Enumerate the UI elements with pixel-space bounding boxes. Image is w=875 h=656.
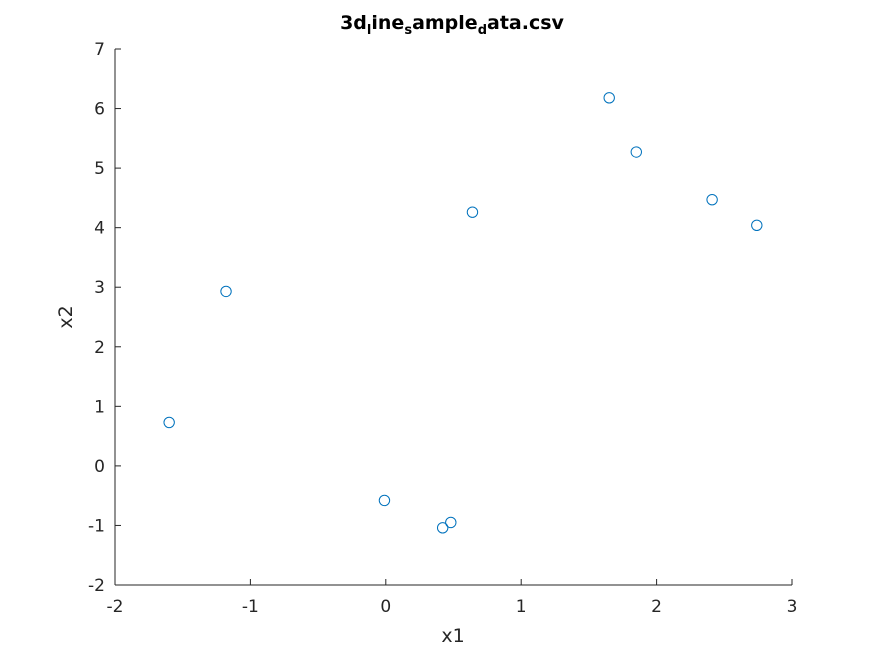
x-tick-label: 0 [380,597,391,617]
y-tick-label: 1 [94,397,105,417]
y-ticks: -2 -1 0 1 2 3 4 5 6 7 [88,40,121,596]
data-point [466,206,479,218]
x-tick-label: 2 [651,597,662,617]
y-tick-label: 3 [94,278,105,298]
title-part-0: 3d [340,12,367,34]
title-part-3: s [404,23,412,38]
title-part-4: ample [412,12,478,34]
data-points [163,92,763,534]
x-axis-label: x1 [441,625,464,647]
data-point [436,522,449,534]
title-part-1: l [367,23,371,38]
x-ticks: -2 -1 0 1 2 3 [107,579,798,617]
chart-title: 3dlinesampledata.csv [340,12,564,38]
data-point [630,146,642,158]
y-tick-label: 6 [94,100,105,120]
title-part-6: ata.csv [487,12,565,34]
data-point [220,285,232,298]
x-tick-label: -1 [242,597,259,617]
data-point [603,92,615,104]
y-tick-label: 7 [94,40,105,60]
x-tick-label: -2 [107,597,124,617]
data-point [378,494,391,507]
title-part-5: d [478,23,487,38]
data-point [163,416,175,429]
title-part-2: ine [371,12,404,34]
x-tick-label: 1 [516,597,527,617]
y-tick-label: 0 [94,457,105,477]
y-tick-label: -2 [88,576,105,596]
axes [114,49,792,586]
y-tick-label: 5 [94,159,105,179]
data-point [445,516,457,529]
y-tick-label: 4 [94,219,105,239]
data-point [706,193,718,206]
data-point [751,219,763,231]
x-tick-label: 3 [787,597,798,617]
y-axis-label: x2 [55,305,77,328]
y-tick-label: 2 [94,338,105,358]
y-tick-label: -1 [88,516,105,536]
